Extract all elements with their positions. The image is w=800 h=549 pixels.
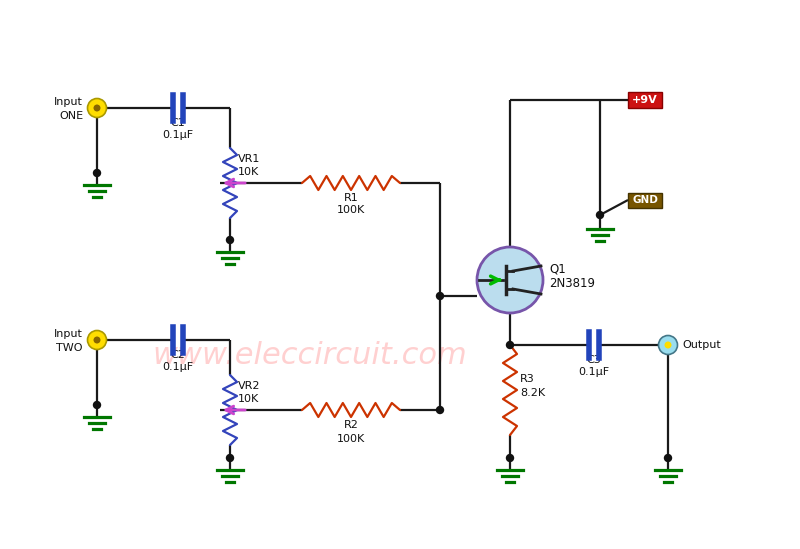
Circle shape <box>226 237 234 244</box>
Circle shape <box>94 104 101 111</box>
Text: ONE: ONE <box>59 111 83 121</box>
FancyBboxPatch shape <box>628 92 662 108</box>
Circle shape <box>87 330 106 350</box>
Text: Output: Output <box>682 340 721 350</box>
Text: C1: C1 <box>170 118 186 128</box>
Circle shape <box>94 170 101 176</box>
Circle shape <box>477 247 543 313</box>
Text: R1: R1 <box>344 193 358 203</box>
Circle shape <box>87 98 106 117</box>
Text: TWO: TWO <box>57 343 83 353</box>
Text: www.eleccircuit.com: www.eleccircuit.com <box>153 340 467 369</box>
Circle shape <box>658 335 678 355</box>
Text: Q1: Q1 <box>549 262 566 275</box>
Text: 100K: 100K <box>337 205 365 215</box>
Text: VR2: VR2 <box>238 381 261 391</box>
Text: 2N3819: 2N3819 <box>549 277 595 290</box>
Circle shape <box>94 401 101 408</box>
Text: +9V: +9V <box>632 95 658 105</box>
Circle shape <box>437 406 443 413</box>
Text: 0.1μF: 0.1μF <box>162 362 194 372</box>
Text: C2: C2 <box>170 350 186 360</box>
Text: VR1: VR1 <box>238 154 260 164</box>
Circle shape <box>94 337 101 344</box>
Text: 0.1μF: 0.1μF <box>578 367 610 377</box>
Circle shape <box>226 455 234 462</box>
Text: 8.2K: 8.2K <box>520 388 545 398</box>
Circle shape <box>506 455 514 462</box>
Text: C3: C3 <box>586 355 602 365</box>
Circle shape <box>506 341 514 349</box>
Text: 10K: 10K <box>238 167 259 177</box>
Circle shape <box>597 211 603 219</box>
FancyBboxPatch shape <box>628 193 662 208</box>
Circle shape <box>437 293 443 300</box>
Text: R3: R3 <box>520 374 534 384</box>
Text: 0.1μF: 0.1μF <box>162 130 194 140</box>
Circle shape <box>665 341 671 349</box>
Text: 100K: 100K <box>337 434 365 444</box>
Text: 10K: 10K <box>238 394 259 404</box>
Text: GND: GND <box>632 195 658 205</box>
Text: Input: Input <box>54 329 83 339</box>
Text: Input: Input <box>54 97 83 107</box>
Circle shape <box>665 455 671 462</box>
Text: R2: R2 <box>343 420 358 430</box>
